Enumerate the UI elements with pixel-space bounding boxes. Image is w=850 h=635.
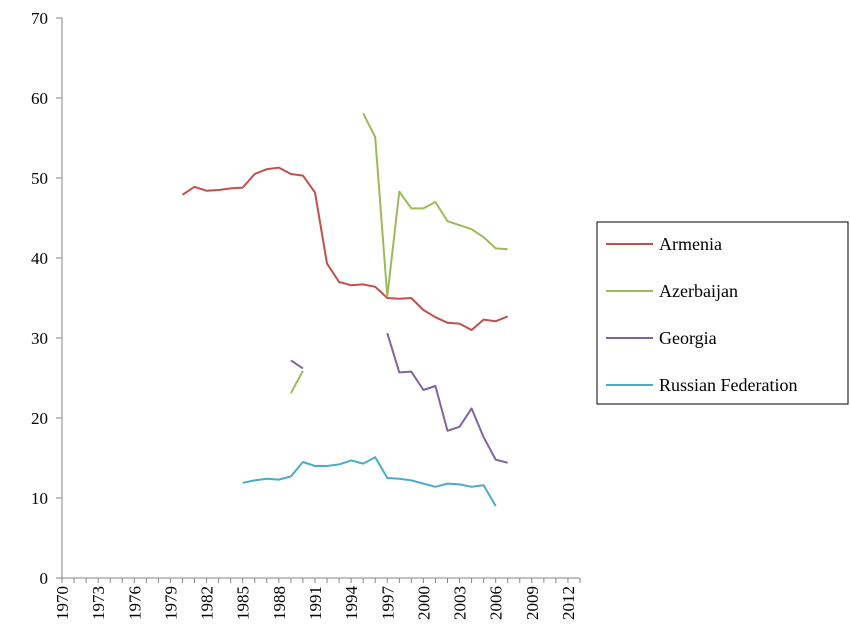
y-tick-label: 20	[31, 409, 48, 428]
x-tick-label: 2003	[451, 586, 470, 620]
x-tick-label: 1991	[306, 586, 325, 620]
legend-label-georgia: Georgia	[659, 328, 717, 348]
series-line-georgia	[386, 332, 508, 464]
legend-label-azerbaijan: Azerbaijan	[659, 281, 738, 301]
y-tick-label: 40	[31, 249, 48, 268]
x-tick-label: 1988	[270, 586, 289, 620]
series-line-georgia	[290, 359, 304, 370]
y-tick-label: 10	[31, 489, 48, 508]
y-tick-label: 70	[31, 9, 48, 28]
y-tick-label: 30	[31, 329, 48, 348]
series-line-azerbaijan	[362, 112, 508, 298]
x-tick-label: 1997	[378, 586, 397, 621]
series-line-azerbaijan	[290, 370, 304, 394]
x-tick-label: 2000	[414, 586, 433, 620]
x-tick-label: 2006	[487, 586, 506, 620]
x-tick-label: 2009	[523, 586, 542, 620]
x-tick-label: 1994	[342, 586, 361, 621]
x-tick-label: 1982	[198, 586, 217, 620]
x-tick-label: 1973	[89, 586, 108, 620]
x-tick-label: 1976	[125, 586, 144, 620]
series-line-armenia	[181, 166, 509, 331]
x-tick-label: 1979	[161, 586, 180, 620]
legend-box	[596, 221, 849, 405]
plot-area: 0 10 20 30 40 50 60 70 1970 1973 1976 1979 1982 1985 1…	[31, 9, 581, 621]
y-tick-label: 60	[31, 89, 48, 108]
series-line-russian-federation	[242, 456, 497, 507]
legend-label-russian-federation: Russian Federation	[659, 375, 797, 395]
legend: Armenia Azerbaijan Georgia Russian Federati…	[596, 221, 849, 405]
x-tick-label: 1970	[53, 586, 72, 620]
x-tick-label: 1985	[234, 586, 253, 620]
y-tick-label: 0	[40, 569, 49, 588]
legend-label-armenia: Armenia	[659, 234, 722, 254]
x-tick-label: 2012	[559, 586, 578, 620]
y-tick-label: 50	[31, 169, 48, 188]
